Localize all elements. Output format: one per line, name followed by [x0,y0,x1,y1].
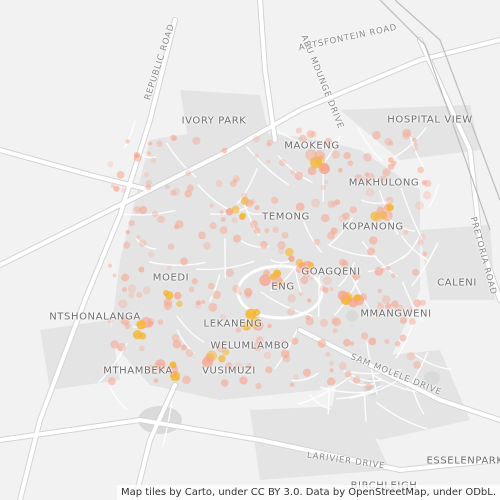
area-label-vusimuzi: VUSIMUZI [202,365,256,377]
area-label-ntshonalanga: NTSHONALANGA [49,311,141,323]
incident-heatmap [107,127,432,391]
area-label-moedi: MOEDI [152,272,190,284]
area-label-mthambeka: MTHAMBEKA [103,365,173,377]
area-label-ivory-park: IVORY PARK [181,115,247,127]
area-label-maokeng: MAOKENG [284,140,340,152]
area-label-welumlambo: WELUMLAMBO [210,340,290,352]
map-attribution: Map tiles by Carto, under CC BY 3.0. Dat… [116,485,500,500]
area-label-caleni: CALENI [437,277,477,289]
area-label-eng: ENG [271,281,295,293]
area-label-goagqeni: GOAGQENI [301,266,361,278]
area-label-makhulong: MAKHULONG [348,177,420,189]
area-label-lekaneng: LEKANENG [203,318,263,330]
area-label-hospital-view: HOSPITAL VIEW [387,114,473,126]
area-label-kopanong: KOPANONG [342,221,404,233]
area-label-temong: TEMONG [262,211,310,223]
area-label-mmangweni: MMANGWENI [360,308,432,320]
area-label-esselenpark: ESSELENPARK [426,455,500,467]
